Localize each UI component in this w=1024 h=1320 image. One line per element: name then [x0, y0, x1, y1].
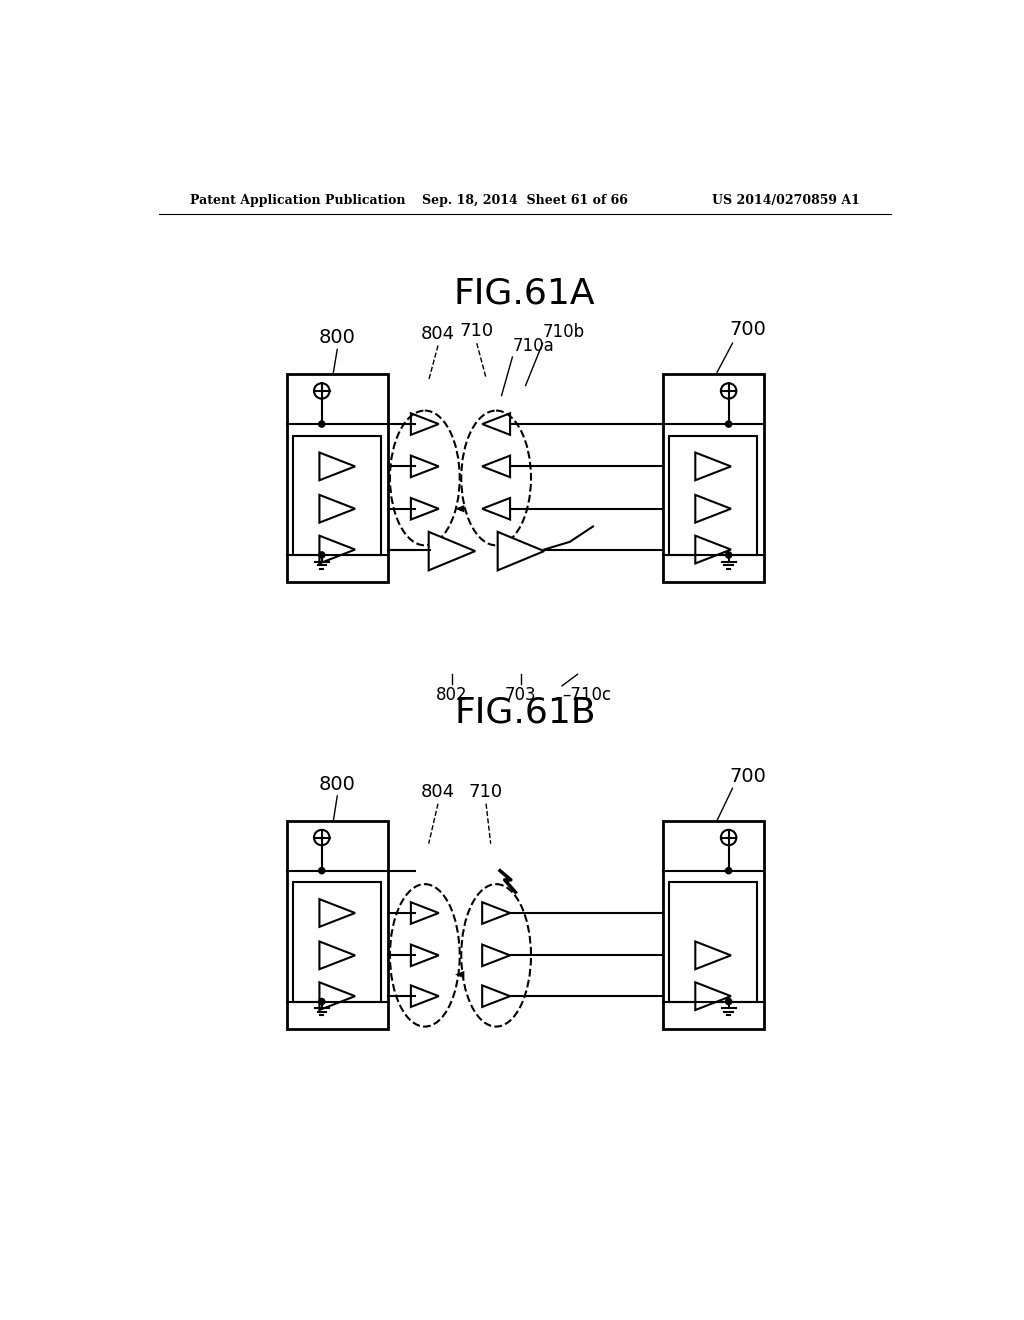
Text: 800: 800 [318, 329, 355, 347]
Polygon shape [411, 985, 438, 1007]
Polygon shape [411, 498, 438, 520]
Circle shape [318, 998, 325, 1005]
Text: 703: 703 [505, 686, 537, 704]
Circle shape [726, 998, 732, 1005]
Bar [669, 436, 758, 554]
Polygon shape [455, 506, 464, 512]
Polygon shape [319, 941, 355, 969]
Text: FIG.61A: FIG.61A [454, 276, 596, 310]
Polygon shape [695, 495, 731, 523]
Bar [669, 882, 758, 1002]
Bar [293, 882, 381, 1002]
Polygon shape [695, 941, 731, 969]
Text: 710a: 710a [512, 337, 554, 355]
Polygon shape [319, 453, 355, 480]
Polygon shape [411, 903, 438, 924]
Polygon shape [482, 413, 510, 434]
Text: 710: 710 [460, 322, 494, 341]
Text: –710c: –710c [562, 686, 611, 704]
Polygon shape [482, 945, 510, 966]
Text: 804: 804 [421, 783, 455, 801]
Text: 700: 700 [729, 321, 766, 339]
Text: 710: 710 [469, 783, 503, 801]
Bar [293, 436, 381, 554]
Bar [287, 374, 388, 582]
Bar [663, 374, 764, 582]
Text: 804: 804 [421, 325, 455, 343]
Polygon shape [455, 972, 464, 978]
Bar [663, 821, 764, 1028]
Circle shape [721, 830, 736, 845]
Polygon shape [411, 945, 438, 966]
Circle shape [721, 383, 736, 399]
Polygon shape [695, 453, 731, 480]
Polygon shape [482, 455, 510, 478]
Circle shape [726, 867, 732, 874]
Text: 700: 700 [729, 767, 766, 785]
Polygon shape [319, 536, 355, 564]
Polygon shape [695, 982, 731, 1010]
Text: 802: 802 [436, 686, 468, 704]
Polygon shape [319, 982, 355, 1010]
Polygon shape [319, 899, 355, 927]
Circle shape [318, 421, 325, 428]
Circle shape [314, 830, 330, 845]
Circle shape [726, 421, 732, 428]
Polygon shape [429, 532, 475, 570]
Polygon shape [482, 498, 510, 520]
Circle shape [314, 383, 330, 399]
Text: 710b: 710b [543, 323, 585, 341]
Text: FIG.61B: FIG.61B [454, 696, 596, 730]
Circle shape [726, 552, 732, 558]
Text: 800: 800 [318, 775, 355, 793]
Polygon shape [498, 532, 544, 570]
Text: Sep. 18, 2014  Sheet 61 of 66: Sep. 18, 2014 Sheet 61 of 66 [422, 194, 628, 207]
Circle shape [318, 552, 325, 558]
Polygon shape [319, 495, 355, 523]
Polygon shape [695, 536, 731, 564]
Polygon shape [482, 903, 510, 924]
Text: US 2014/0270859 A1: US 2014/0270859 A1 [712, 194, 859, 207]
Polygon shape [482, 985, 510, 1007]
Polygon shape [411, 413, 438, 434]
Text: Patent Application Publication: Patent Application Publication [190, 194, 406, 207]
Circle shape [318, 867, 325, 874]
Polygon shape [411, 455, 438, 478]
Bar [287, 821, 388, 1028]
